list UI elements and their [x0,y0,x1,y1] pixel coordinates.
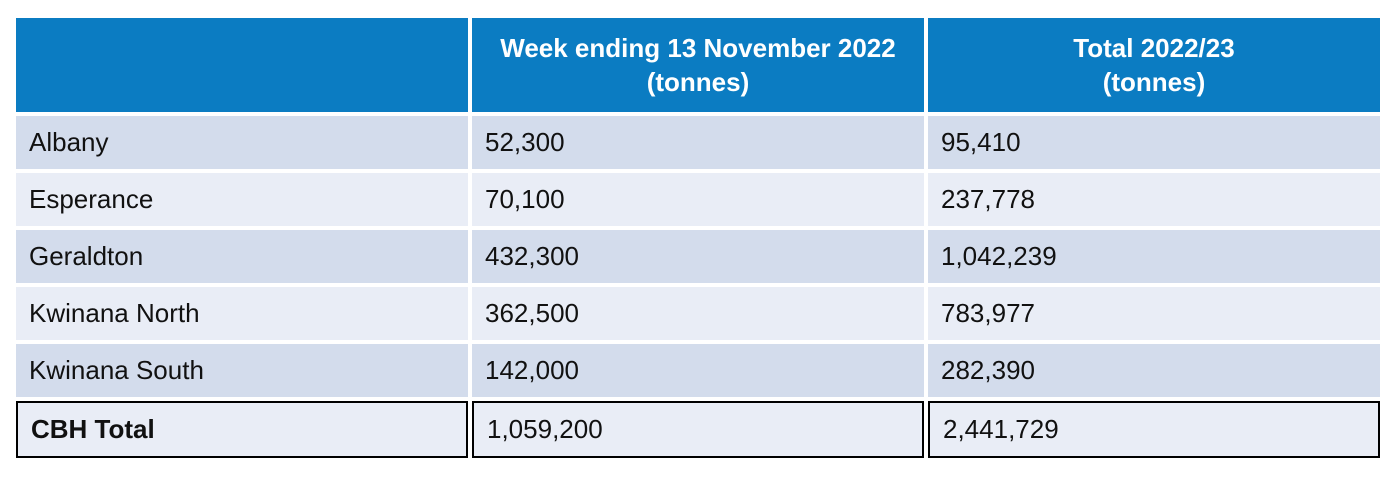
header-total-cell: Total 2022/23 (tonnes) [928,18,1380,112]
total-row-week: 1,059,200 [472,401,924,458]
row-kwinana-north-site: Kwinana North [16,287,468,340]
row-kwinana-south-week: 142,000 [472,344,924,397]
header-total-line2: (tonnes) [1102,67,1206,97]
row-esperance-total: 237,778 [928,173,1380,226]
row-albany-total: 95,410 [928,116,1380,169]
row-geraldton-week: 432,300 [472,230,924,283]
row-kwinana-north-week: 362,500 [472,287,924,340]
row-geraldton-site: Geraldton [16,230,468,283]
row-kwinana-north-total: 783,977 [928,287,1380,340]
row-albany-week: 52,300 [472,116,924,169]
header-week-cell: Week ending 13 November 2022 (tonnes) [472,18,924,112]
header-site-cell [16,18,468,112]
grain-receivals-table: Week ending 13 November 2022 (tonnes) To… [16,18,1380,458]
row-albany-site: Albany [16,116,468,169]
row-kwinana-south-site: Kwinana South [16,344,468,397]
row-esperance-site: Esperance [16,173,468,226]
row-geraldton-total: 1,042,239 [928,230,1380,283]
row-kwinana-south-total: 282,390 [928,344,1380,397]
header-week-line1: Week ending 13 November 2022 [500,33,896,63]
row-esperance-week: 70,100 [472,173,924,226]
total-row-total: 2,441,729 [928,401,1380,458]
header-week-line2: (tonnes) [646,67,750,97]
header-total-line1: Total 2022/23 [1073,33,1235,63]
total-row-site: CBH Total [16,401,468,458]
